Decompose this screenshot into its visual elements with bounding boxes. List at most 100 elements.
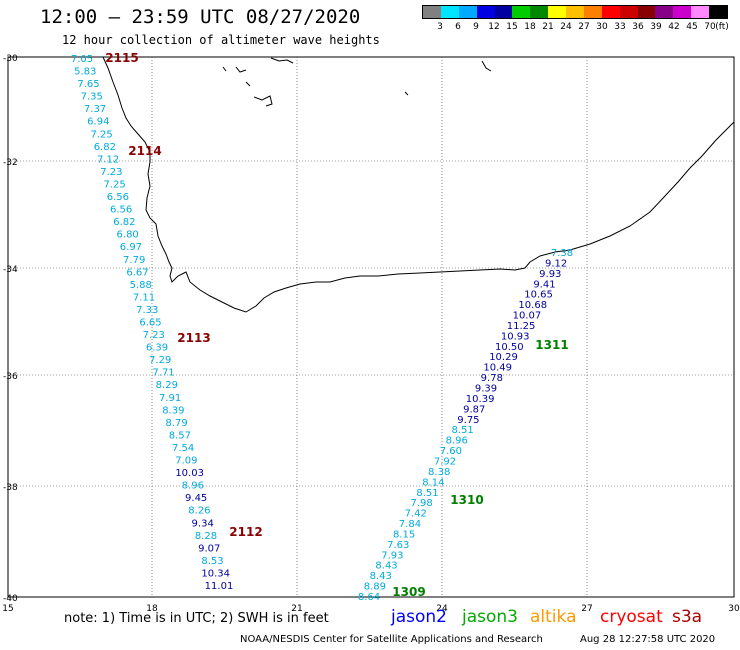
legend-tick-label: 39 [650,22,662,32]
legend-swatch [601,6,620,18]
wave-height-value: 9.41 [533,279,555,290]
wave-height-value: 6.65 [139,318,161,329]
wave-height-value: 7.35 [81,92,103,103]
wave-height-value: 7.11 [133,292,155,303]
legend-swatch [673,6,692,18]
legend-tick-label: 42 [668,22,680,32]
wave-height-value: 6.56 [107,192,129,203]
wave-height-value: 8.96 [182,481,204,492]
credit-timestamp: Aug 28 12:27:58 UTC 2020 [580,634,716,645]
longitude-tick-label: 24 [436,604,448,614]
wave-height-value: 7.25 [103,179,125,190]
wave-height-value: 9.93 [539,269,561,280]
island [404,91,409,96]
legend-tick-labels: 3 6 9 12 15 18 21 24 27 30 33 36 39 42 45 70 (ft) [422,19,729,33]
wave-height-value: 7.98 [411,498,433,509]
legend-unit: (ft) [715,22,729,32]
pass-number-label: 2113 [177,331,210,345]
island [235,66,247,73]
legend-swatch [548,6,566,18]
legend-swatch [637,6,656,18]
legend-swatch [494,6,513,18]
legend-tick-label: 9 [473,22,479,32]
wave-height-value: 7.60 [440,446,462,457]
wave-height-value: 9.75 [457,415,479,426]
wave-height-value: 8.14 [422,477,444,488]
wave-height-value: 10.65 [524,290,553,301]
satellite-name-jason3: jason3 [462,607,518,627]
wave-height-value: 7.84 [399,519,421,530]
island [481,60,492,72]
island [222,66,227,72]
coastline [102,56,735,313]
wave-height-value: 8.51 [416,488,438,499]
wave-height-value: 10.07 [513,311,542,322]
pass-number-label: 1309 [392,585,425,599]
map-title: 12:00 – 23:59 UTC 08/27/2020 [40,6,361,28]
legend-tick-label: 6 [455,22,461,32]
wave-height-value: 11.25 [507,321,536,332]
latitude-tick-label: -38 [3,483,18,493]
wave-height-value: 7.33 [136,305,158,316]
longitude-tick-label: 21 [291,604,302,614]
wave-height-value: 10.34 [201,568,230,579]
longitude-tick-label: 27 [581,604,592,614]
wave-height-value: 6.82 [113,217,135,228]
satellite-name-cryosat: cryosat [600,607,663,627]
wave-height-value: 7.65 [77,79,99,90]
wave-height-value: 6.67 [126,267,148,278]
wave-height-value: 7.23 [143,330,165,341]
wave-height-value: 10.68 [518,300,547,311]
legend-swatch [512,6,531,18]
legend-swatch [655,6,674,18]
wave-height-value: 7.54 [172,443,194,454]
legend-tick-label: 3 [437,22,443,32]
wave-height-value: 7.79 [123,255,145,266]
longitude-tick-label: 30 [728,604,740,614]
wave-height-value: 6.39 [146,343,168,354]
wave-height-value: 8.15 [393,529,415,540]
wave-height-value: 10.39 [466,394,495,405]
legend-swatch [458,6,477,18]
legend-tick-label: 24 [560,22,572,32]
wave-height-value: 6.80 [117,230,139,241]
legend-tick-label: 18 [524,22,536,32]
wave-height-value: 8.43 [370,571,392,582]
island [270,57,294,64]
island [245,81,251,87]
wave-height-value: 6.82 [94,142,116,153]
wave-height-value: 7.63 [387,540,409,551]
map-subtitle: 12 hour collection of altimeter wave hei… [62,33,380,47]
legend-swatch [566,6,584,18]
wave-height-value: 7.38 [551,248,573,259]
legend-tick-label: 36 [632,22,644,32]
credit-text: NOAA/NESDIS Center for Satellite Applica… [240,634,543,645]
wave-height-value: 8.26 [188,506,210,517]
wave-height-value: 9.07 [198,543,220,554]
latitude-tick-label: -34 [3,265,18,275]
wave-height-value: 7.91 [159,393,181,404]
wave-height-value: 8.39 [162,405,184,416]
pass-number-label: 2112 [229,525,262,539]
latitude-tick-label: -30 [3,54,18,64]
wave-height-value: 9.45 [185,493,207,504]
legend-tick-label: 27 [578,22,590,32]
west-coastline [102,56,735,313]
wave-height-value: 8.51 [451,425,473,436]
wave-height-value: 9.34 [192,518,214,529]
latitude-tick-label: -36 [3,372,18,382]
satellite-name-altika: altika [530,607,577,627]
wave-height-value: 5.83 [74,67,96,78]
legend-tick-label: 30 [596,22,608,32]
wave-height-value: 5.88 [130,280,152,291]
legend-tick-label: 45 [686,22,698,32]
wave-height-value: 7.05 [71,54,93,65]
wave-height-value: 8.53 [201,556,223,567]
legend-tick-label: 70 [704,22,716,32]
wave-height-value: 7.29 [149,355,171,366]
wave-height-value: 8.29 [156,380,178,391]
pass-number-label: 2115 [105,51,138,65]
wave-height-value: 10.03 [175,468,204,479]
